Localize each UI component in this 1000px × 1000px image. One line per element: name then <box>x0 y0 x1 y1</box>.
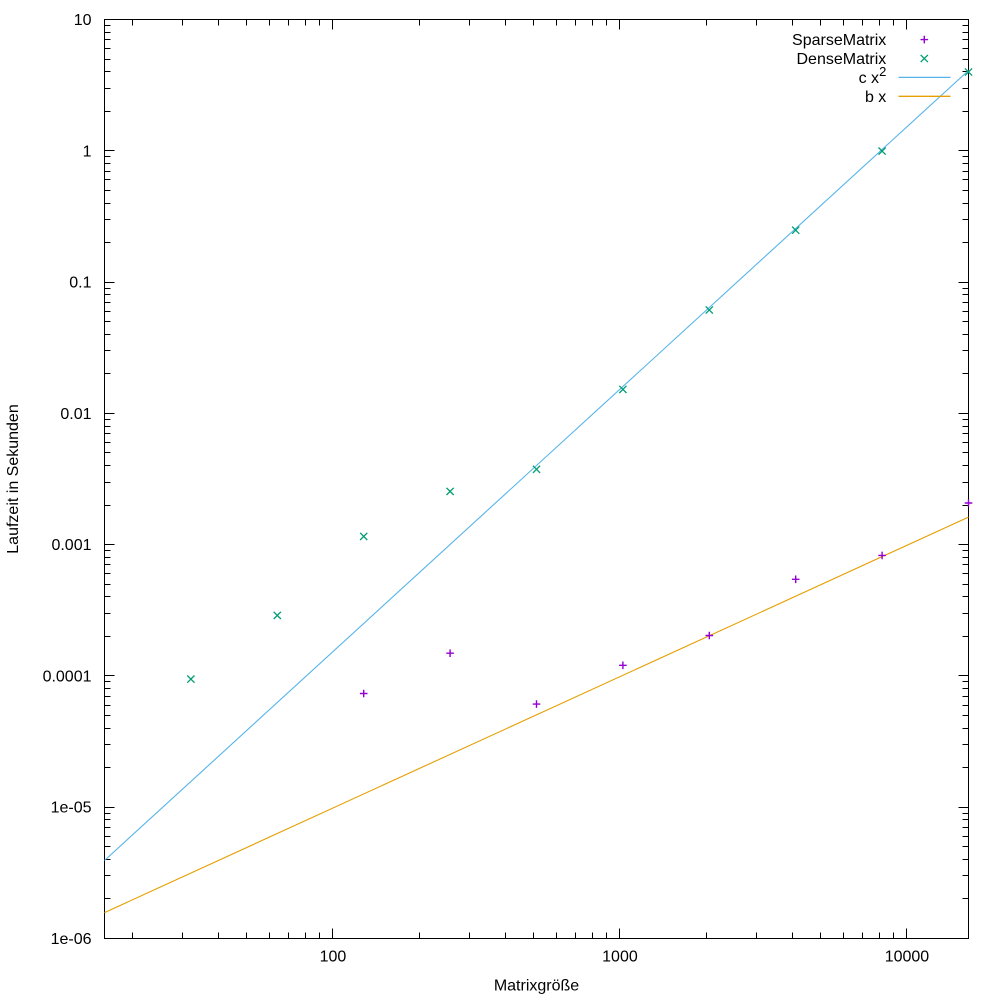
svg-text:1e-06: 1e-06 <box>51 931 92 948</box>
svg-text:SparseMatrix: SparseMatrix <box>792 32 886 49</box>
svg-text:DenseMatrix: DenseMatrix <box>796 51 886 68</box>
svg-text:0.0001: 0.0001 <box>43 668 92 685</box>
svg-text:Matrixgröße: Matrixgröße <box>494 978 579 995</box>
svg-text:100: 100 <box>320 949 347 966</box>
svg-text:0.001: 0.001 <box>51 537 91 554</box>
svg-text:1000: 1000 <box>602 949 638 966</box>
svg-text:10000: 10000 <box>885 949 930 966</box>
svg-text:0.1: 0.1 <box>69 275 91 292</box>
svg-text:0.01: 0.01 <box>60 406 91 423</box>
svg-text:1: 1 <box>83 143 92 160</box>
svg-text:b x: b x <box>865 89 886 106</box>
svg-text:1e-05: 1e-05 <box>51 800 92 817</box>
svg-text:Laufzeit in Sekunden: Laufzeit in Sekunden <box>5 404 22 553</box>
svg-text:10: 10 <box>74 12 92 29</box>
